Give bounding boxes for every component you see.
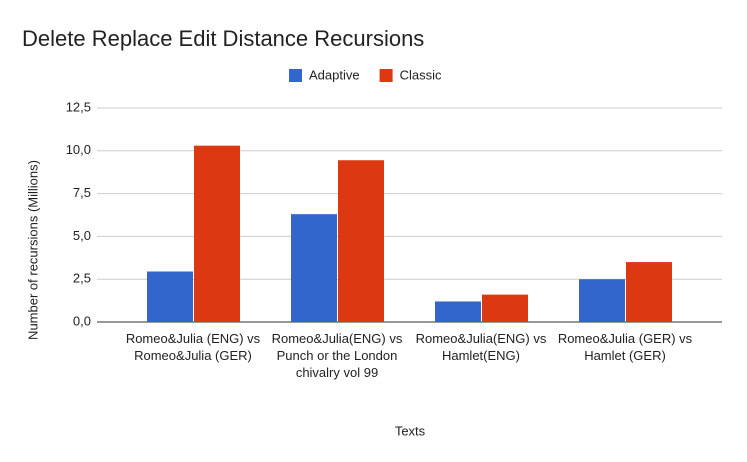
bar (626, 262, 672, 322)
x-tick-label: Romeo&Julia(ENG) vs Hamlet(ENG) (415, 331, 547, 363)
y-tick-label: 12,5 (66, 99, 91, 114)
x-axis-title: Texts (395, 423, 426, 438)
bar (291, 214, 337, 322)
y-tick-label: 7,5 (73, 185, 91, 200)
legend-label: Classic (400, 67, 442, 82)
y-axis-title: Number of recursions (Millions) (25, 160, 40, 340)
y-tick-label: 0,0 (73, 313, 91, 328)
y-tick-label: 2,5 (73, 271, 91, 286)
x-tick-label: Romeo&Julia (ENG) vs Romeo&Julia (GER) (125, 331, 261, 363)
x-tick-label: Romeo&Julia (GER) vs Hamlet (GER) (557, 331, 693, 363)
bar (194, 145, 240, 322)
y-tick-label: 5,0 (73, 228, 91, 243)
bar (338, 160, 384, 322)
y-tick-label: 10,0 (66, 142, 91, 157)
x-tick-label: Romeo&Julia(ENG) vs Punch or the London … (271, 331, 403, 380)
legend-swatch (289, 69, 302, 82)
bar (482, 294, 528, 322)
chart-title: Delete Replace Edit Distance Recursions (22, 26, 424, 51)
bar (435, 301, 481, 322)
bar (579, 279, 625, 322)
bar (147, 271, 193, 322)
legend-label: Adaptive (309, 67, 360, 82)
legend-swatch (379, 69, 393, 82)
